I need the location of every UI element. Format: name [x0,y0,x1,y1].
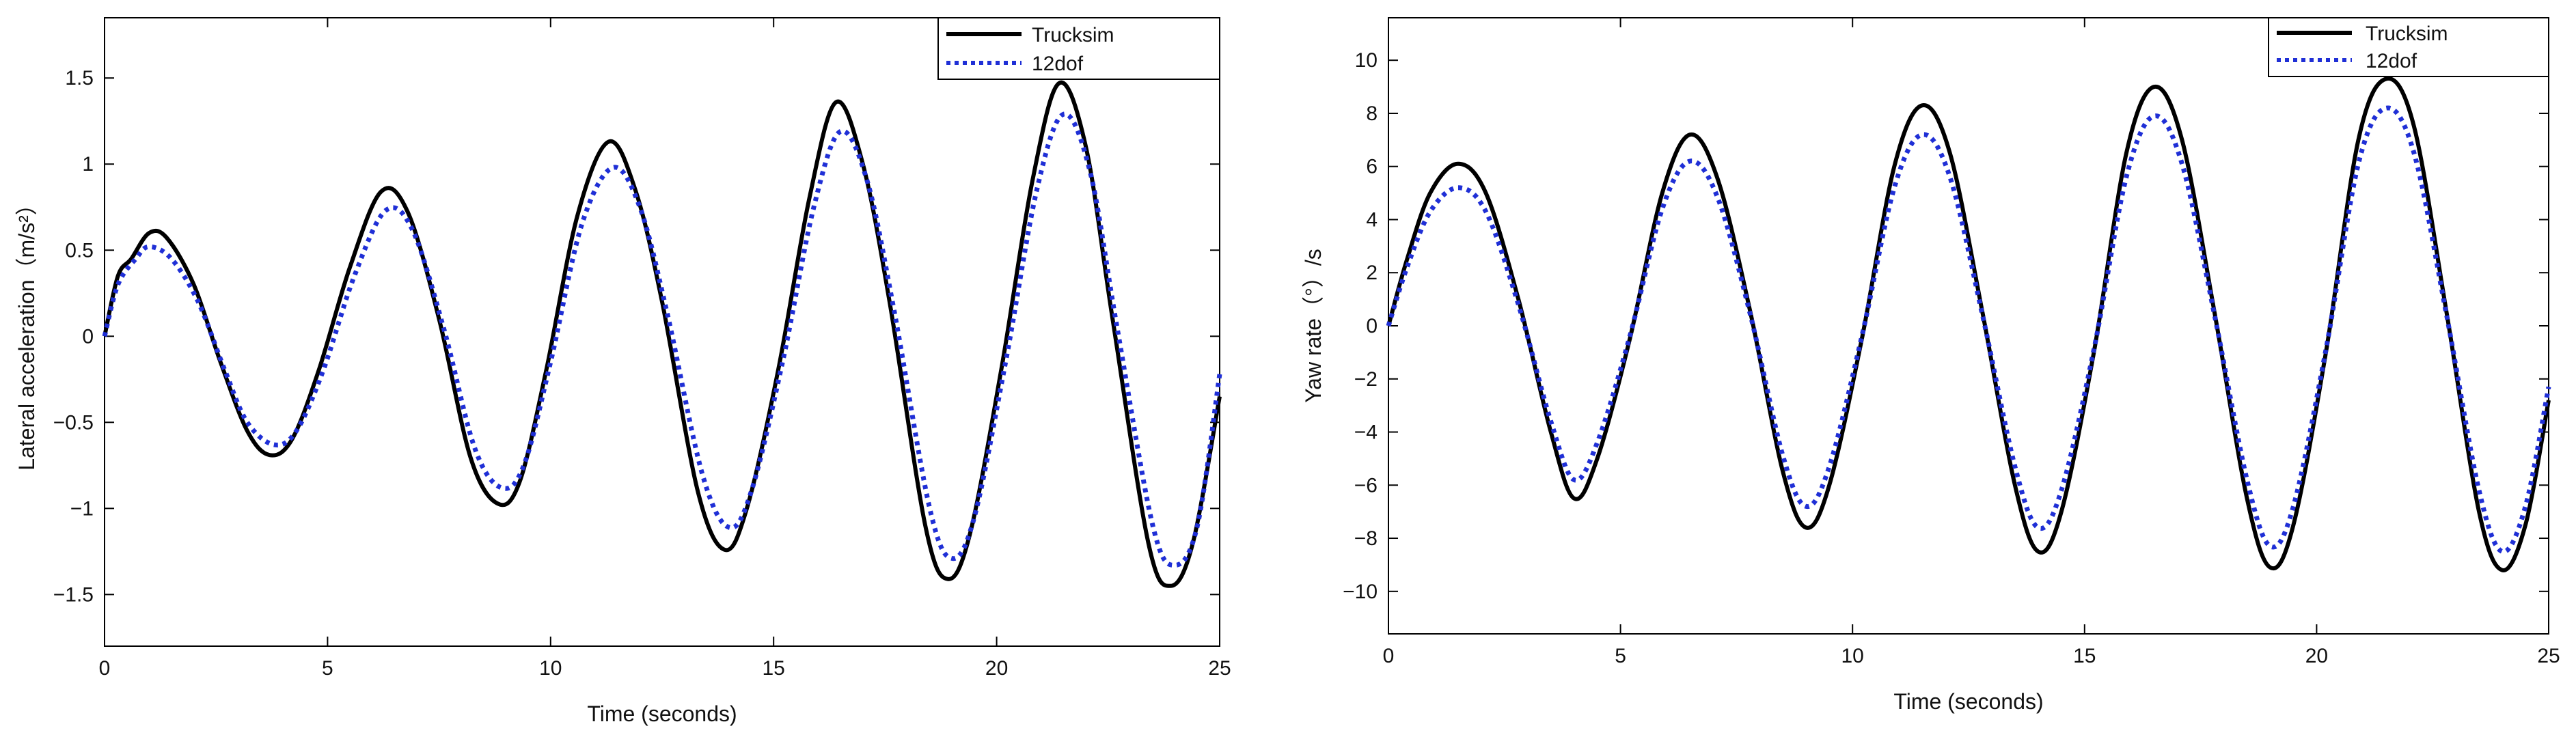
x-tick-label: 5 [1615,645,1626,667]
x-tick-labels: 0 5 10 15 20 25 [99,657,1231,680]
x-tick-label: 15 [2073,645,2096,667]
legend: Trucksim 12dof [937,17,1220,80]
x-tick-label: 10 [539,657,562,680]
y-tick-labels: −10 −8 −6 −4 −2 0 2 4 6 8 10 [1343,49,1378,603]
y-tick-label: 2 [1366,262,1378,284]
legend: Trucksim 12dof [2268,17,2549,77]
series-line-12dof [1386,105,2551,555]
y-tick-label: 0 [82,325,94,348]
y-tick-label: −4 [1354,421,1378,444]
y-tick-label: 4 [1366,208,1378,231]
x-tick-label: 0 [1383,645,1395,667]
tick-marks [1388,18,2549,634]
y-tick-label: −6 [1354,474,1378,497]
legend-label-trucksim: Trucksim [2366,23,2448,45]
legend-label-12dof: 12dof [1032,53,1084,75]
x-tick-label: 20 [2305,645,2328,667]
x-tick-labels: 0 5 10 15 20 25 [1383,645,2560,667]
y-tick-label: 8 [1366,102,1378,125]
y-tick-label: 10 [1355,49,1378,72]
y-tick-label: −8 [1354,527,1378,550]
y-tick-label: 1 [82,153,94,176]
y-tick-labels: −1.5 −1 −0.5 0 0.5 1 1.5 [53,67,94,606]
series-line-trucksim [1386,77,2551,572]
x-tick-label: 15 [763,657,785,680]
series-lines [102,80,1222,588]
y-tick-label: −1.5 [53,583,94,606]
y-tick-label: −0.5 [53,411,94,434]
plot-area-frame [1388,17,2549,635]
legend-box [2268,17,2549,77]
y-tick-label: −2 [1354,368,1378,391]
y-tick-label: 0.5 [65,239,94,262]
legend-box [937,17,1220,80]
y-tick-label: 0 [1366,315,1378,337]
y-tick-label: −1 [70,497,94,520]
x-axis-title: Time (seconds) [1893,689,2043,714]
x-axis-title: Time (seconds) [587,701,737,726]
y-tick-label: 1.5 [65,67,94,89]
y-axis-title: Lateral acceleration（m/s²） [14,193,39,471]
chart-lateral-acceleration: 0 5 10 15 20 25 −1.5 −1 −0.5 0 0.5 1 1.5 Time (seco… [14,17,1231,726]
series-line-12dof [102,111,1222,568]
tick-marks [104,18,1220,646]
x-tick-label: 20 [985,657,1008,680]
plot-area-frame [104,17,1220,647]
x-tick-label: 0 [99,657,111,680]
x-tick-label: 5 [322,657,333,680]
series-lines [1386,77,2551,572]
legend-label-12dof: 12dof [2366,50,2417,72]
chart-yaw-rate: 0 5 10 15 20 25 −10 −8 −6 −4 −2 0 2 4 6 8 10 Time (seco… [1301,17,2560,714]
x-tick-label: 25 [1208,657,1231,680]
series-line-trucksim [102,80,1222,588]
x-tick-label: 10 [1841,645,1864,667]
y-tick-label: −10 [1343,581,1378,603]
y-tick-label: 6 [1366,156,1378,178]
legend-label-trucksim: Trucksim [1032,24,1114,46]
x-tick-label: 25 [2537,645,2560,667]
y-axis-title: Yaw rate（°）/s [1301,249,1326,403]
